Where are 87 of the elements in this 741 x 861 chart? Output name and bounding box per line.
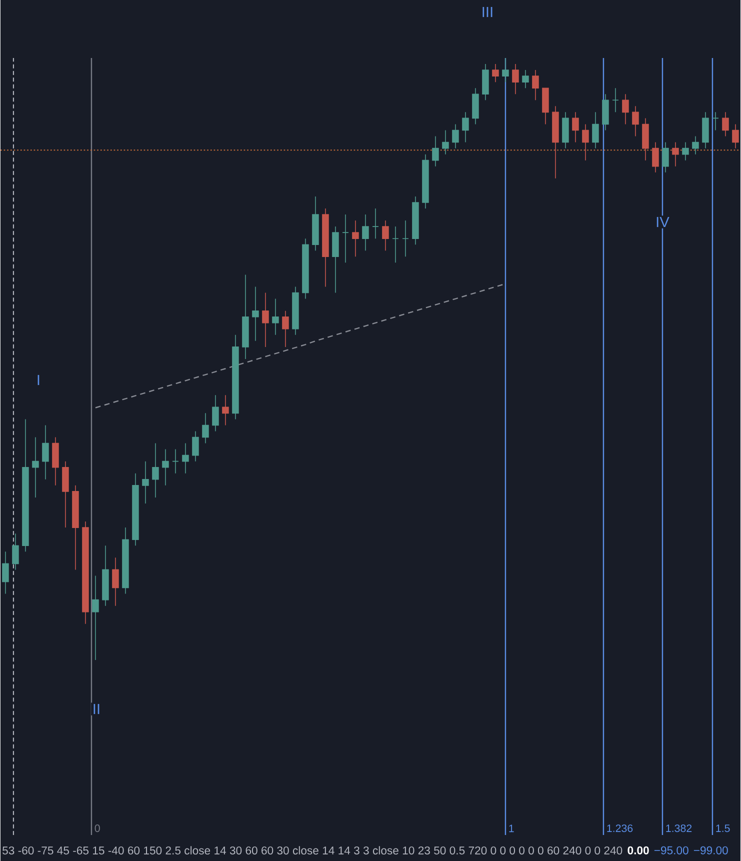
candlestick xyxy=(282,310,289,348)
candlestick xyxy=(72,485,79,570)
candlestick xyxy=(42,424,49,480)
candlestick xyxy=(312,196,319,252)
candlestick xyxy=(142,460,149,504)
text: 1 xyxy=(509,824,514,832)
candlestick xyxy=(582,124,589,161)
candlestick xyxy=(712,112,719,131)
candlestick xyxy=(482,64,489,101)
candlestick xyxy=(272,298,279,336)
candlestick xyxy=(362,214,369,252)
candlestick xyxy=(112,557,119,606)
candlestick xyxy=(662,142,669,173)
candlestick xyxy=(332,226,339,294)
candlestick xyxy=(522,70,529,88)
candlestick xyxy=(262,292,269,348)
candlestick xyxy=(62,460,69,528)
candlestick xyxy=(572,112,579,143)
text: 0.00 xyxy=(628,846,649,854)
candlestick xyxy=(232,334,239,420)
candlestick xyxy=(162,448,169,486)
candlestick xyxy=(692,136,699,155)
text: 0 xyxy=(94,824,100,832)
candlestick xyxy=(22,418,29,552)
candlestick xyxy=(322,208,329,288)
candlestick xyxy=(92,575,99,660)
text: −95.00 xyxy=(654,846,688,854)
candlestick xyxy=(682,142,689,161)
candlestick xyxy=(82,521,89,624)
text: III xyxy=(482,6,492,18)
candlestick xyxy=(452,124,459,149)
candlestick xyxy=(722,112,729,137)
candlestick xyxy=(492,64,499,82)
candlestick xyxy=(212,394,219,432)
candlestick xyxy=(2,551,9,594)
text: 1.236 xyxy=(607,824,633,832)
text: 1.5 xyxy=(716,824,730,832)
candlestick xyxy=(432,136,439,167)
candlestick xyxy=(102,545,109,606)
candlestick xyxy=(532,70,539,101)
candlestick xyxy=(672,142,679,167)
candlestick xyxy=(702,112,709,149)
text: −99.00 xyxy=(694,846,728,854)
candlestick xyxy=(32,436,39,498)
candlestick xyxy=(542,88,549,125)
candlestick xyxy=(172,448,179,474)
candlestick xyxy=(502,58,509,82)
annotation: I xyxy=(38,374,40,386)
candlestick xyxy=(592,112,599,149)
text: II xyxy=(94,704,100,714)
annotation: IV xyxy=(656,216,670,228)
candlestick xyxy=(342,214,349,264)
candlestick xyxy=(222,394,229,426)
candlestick xyxy=(602,94,609,131)
candlestick xyxy=(182,442,189,474)
candlestick xyxy=(372,208,379,239)
candlestick xyxy=(52,436,59,486)
candlestick xyxy=(152,442,159,498)
candlestick xyxy=(402,220,409,258)
candlestick xyxy=(122,527,129,594)
candlestick xyxy=(632,106,639,137)
candlestick xyxy=(652,142,659,173)
candlestick xyxy=(622,94,629,125)
candlestick xyxy=(352,220,359,258)
candlestick xyxy=(512,64,519,95)
candlestick xyxy=(442,130,449,155)
candlestick xyxy=(12,533,19,570)
candlestick xyxy=(422,154,429,209)
candlestick xyxy=(472,88,479,125)
candlestick xyxy=(412,196,419,246)
text: 1.382 xyxy=(666,824,692,832)
candlestick xyxy=(642,118,649,161)
candlestick xyxy=(392,226,399,264)
candlestick xyxy=(302,238,309,300)
candlestick xyxy=(612,88,619,113)
candlestick xyxy=(462,112,469,143)
candlestick xyxy=(252,286,259,342)
candlestick xyxy=(382,220,389,252)
text: 53 -60 -75 45 -65 15 -40 60 150 2.5 close 14 30 60 60 30 close 14 14 3 3 close 10 23 50 0.5 720 0 0 0 0 0 0 60 240 0 0 240 xyxy=(2,846,622,854)
candlestick xyxy=(292,286,299,336)
candlestick xyxy=(732,124,739,149)
candlestick xyxy=(192,430,199,462)
candlestick xyxy=(132,472,139,546)
candlestick xyxy=(552,106,559,179)
candlestick xyxy=(202,412,209,444)
candlestick xyxy=(562,112,569,149)
candlestick xyxy=(242,274,249,360)
